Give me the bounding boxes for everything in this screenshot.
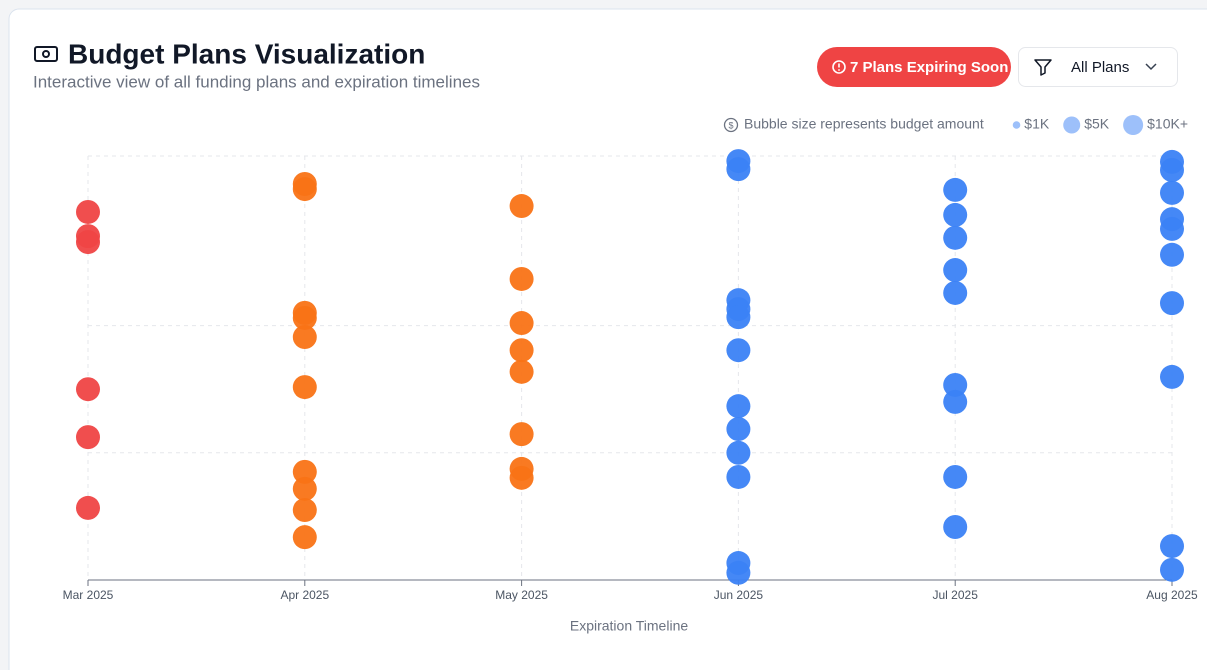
bubble <box>509 194 534 219</box>
alert-icon <box>832 60 846 74</box>
legend-bubble <box>1123 115 1144 135</box>
money-icon <box>34 46 58 62</box>
bubble <box>726 417 751 442</box>
bubble <box>1160 534 1184 559</box>
bubble <box>726 157 751 182</box>
x-tick-label: Aug 2025 <box>1146 588 1198 602</box>
bubble <box>726 394 751 419</box>
expiring-badge[interactable]: 7 Plans Expiring Soon <box>817 47 1011 87</box>
legend-label: $1K <box>1024 116 1050 132</box>
dollar-icon: $ <box>723 117 739 133</box>
bubble <box>1160 242 1184 267</box>
bubble <box>726 440 751 465</box>
bubble <box>292 305 317 330</box>
bubble <box>76 425 100 450</box>
bubble <box>726 338 751 363</box>
bubble <box>509 465 534 490</box>
x-tick-label: Mar 2025 <box>63 588 114 602</box>
bubble <box>76 230 100 255</box>
bubble <box>726 560 751 585</box>
bubble <box>943 225 968 250</box>
subtitle: Interactive view of all funding plans an… <box>33 72 480 91</box>
bubble <box>1160 180 1184 205</box>
bubble <box>76 377 100 402</box>
bubble <box>509 311 534 336</box>
bubble <box>943 280 968 305</box>
filter-text[interactable]: All Plans <box>1071 59 1129 76</box>
legend-label: $10K+ <box>1147 116 1188 132</box>
badge-text[interactable]: 7 Plans Expiring Soon <box>850 59 1008 76</box>
filter-icon <box>1034 59 1052 76</box>
bubble <box>509 359 534 384</box>
bubble <box>1160 216 1184 241</box>
x-tick-label: May 2025 <box>495 588 548 602</box>
bubble <box>292 375 317 400</box>
bubble <box>1160 557 1184 582</box>
alert-icon-dot <box>838 69 840 71</box>
x-tick-label: Jun 2025 <box>714 588 764 602</box>
plan-filter[interactable]: All Plans <box>1018 47 1178 87</box>
card <box>8 8 1207 670</box>
bubble <box>943 389 968 414</box>
bubble <box>509 422 534 447</box>
bubble <box>292 525 317 550</box>
bubble <box>726 305 751 330</box>
x-axis-title: Expiration Timeline <box>570 618 688 634</box>
bubble <box>76 199 100 224</box>
bubble <box>943 258 968 283</box>
bubble <box>943 372 968 397</box>
bubble <box>509 338 534 363</box>
x-tick-label: Jul 2025 <box>933 588 979 602</box>
badge-bg[interactable] <box>817 47 1011 87</box>
svg-text:$: $ <box>728 120 733 130</box>
title: Budget Plans Visualization <box>68 38 425 69</box>
legend-note: Bubble size represents budget amount <box>744 116 984 132</box>
bubble <box>292 459 317 484</box>
bubble <box>1160 291 1184 316</box>
filter-bg[interactable] <box>1018 47 1178 87</box>
x-tick-label: Apr 2025 <box>280 588 329 602</box>
bubble <box>292 476 317 501</box>
legend-bubble <box>1012 121 1021 129</box>
bubble <box>943 202 968 227</box>
bubble <box>1160 157 1184 182</box>
legend-label: $5K <box>1084 116 1110 132</box>
bubble <box>292 325 317 350</box>
chevron-icon <box>1145 63 1157 71</box>
bubble <box>726 464 751 489</box>
bubble <box>292 498 317 523</box>
bubble <box>509 266 534 291</box>
bubble <box>292 177 317 202</box>
legend-bubble <box>1063 116 1081 134</box>
bubble <box>943 515 968 539</box>
bubble <box>943 177 968 202</box>
bubble <box>943 464 968 489</box>
bubble <box>76 495 100 520</box>
bubble <box>1160 364 1184 389</box>
